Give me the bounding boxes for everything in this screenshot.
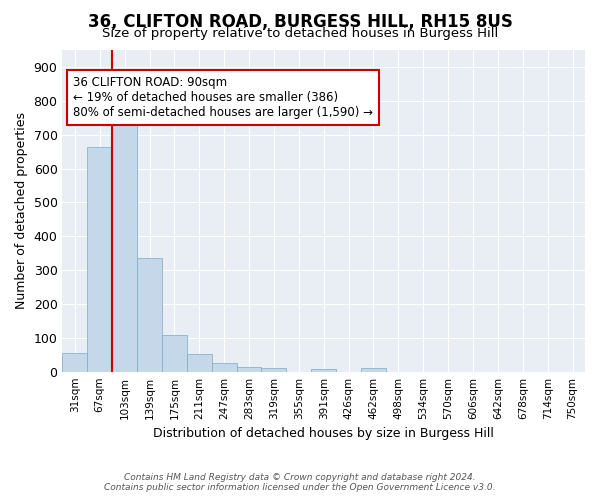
Bar (212, 363, 236, 372)
X-axis label: Distribution of detached houses by size in Burgess Hill: Distribution of detached houses by size … (153, 427, 494, 440)
Bar (137, 258, 162, 372)
Bar (361, 368, 386, 372)
Bar (162, 335, 187, 372)
Bar (262, 368, 286, 372)
Text: 36, CLIFTON ROAD, BURGESS HILL, RH15 8US: 36, CLIFTON ROAD, BURGESS HILL, RH15 8US (88, 12, 512, 30)
Text: 36 CLIFTON ROAD: 90sqm
← 19% of detached houses are smaller (386)
80% of semi-de: 36 CLIFTON ROAD: 90sqm ← 19% of detached… (73, 76, 373, 118)
Text: Size of property relative to detached houses in Burgess Hill: Size of property relative to detached ho… (102, 28, 498, 40)
Bar (311, 369, 336, 372)
Bar (88, 146, 112, 372)
Bar (236, 366, 262, 372)
Bar (187, 354, 212, 372)
Bar (112, 118, 137, 372)
Y-axis label: Number of detached properties: Number of detached properties (15, 112, 28, 310)
Text: Contains HM Land Registry data © Crown copyright and database right 2024.
Contai: Contains HM Land Registry data © Crown c… (104, 473, 496, 492)
Bar (62, 353, 88, 372)
